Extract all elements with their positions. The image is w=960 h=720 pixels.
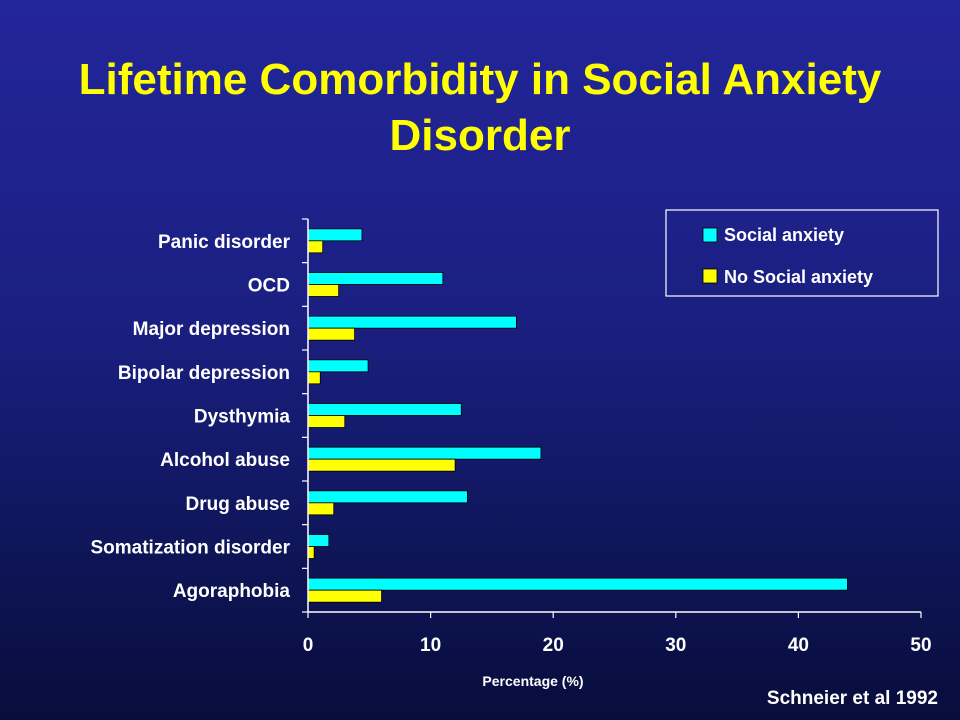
bar-social-anxiety-agoraphobia [307,577,848,591]
category-label-ocd: OCD [248,276,290,297]
category-label-alcohol-abuse: Alcohol abuse [160,450,290,471]
category-label-drug-abuse: Drug abuse [185,494,290,515]
bar-no-social-anxiety-dysthymia [307,415,346,428]
bar-no-social-anxiety-somatization-disorder [307,546,315,559]
x-tick-label: 30 [665,635,686,656]
legend-label-no-social-anxiety: No Social anxiety [724,267,873,287]
bar-social-anxiety-bipolar-depression [307,359,369,373]
bar-no-social-anxiety-agoraphobia [307,589,382,603]
legend-swatch-social-anxiety [702,227,718,243]
x-tick-label: 0 [303,635,314,656]
x-tick-label: 10 [420,635,441,656]
x-axis: 0 10 20 30 40 50 [302,218,932,656]
category-label-panic-disorder: Panic disorder [158,232,291,253]
bar-social-anxiety-dysthymia [307,403,462,416]
bar-no-social-anxiety-drug-abuse [307,502,335,516]
legend: Social anxiety No Social anxiety [665,209,939,297]
category-label-major-depression: Major depression [133,319,290,340]
bar-social-anxiety-alcohol-abuse [307,446,542,460]
bar-no-social-anxiety-panic-disorder [307,240,324,254]
legend-swatch-no-social-anxiety [702,268,718,284]
bar-no-social-anxiety-alcohol-abuse [307,458,456,472]
chart-title-line-2: Disorder [389,111,571,160]
category-label-bipolar-depression: Bipolar depression [118,363,290,384]
bar-social-anxiety-somatization-disorder [307,534,330,547]
category-label-dysthymia: Dysthymia [194,407,291,428]
x-axis-title: Percentage (%) [482,673,583,689]
x-tick-label: 20 [543,635,564,656]
category-label-somatization-disorder: Somatization disorder [90,538,290,559]
legend-label-social-anxiety: Social anxiety [724,225,844,245]
bar-social-anxiety-major-depression [307,315,517,329]
legend-box [665,209,939,297]
category-labels: Panic disorder OCD Major depression Bipolar… [90,232,290,602]
bar-no-social-anxiety-major-depression [307,327,355,341]
bar-no-social-anxiety-bipolar-depression [307,371,321,385]
chart-title: Lifetime Comorbidity in Social Anxiety D… [0,52,960,164]
x-tick-label: 50 [910,635,931,656]
bar-social-anxiety-panic-disorder [307,228,363,242]
bar-social-anxiety-drug-abuse [307,490,468,504]
category-label-agoraphobia: Agoraphobia [173,581,291,602]
source-citation: Schneier et al 1992 [766,688,938,709]
chart-title-line-1: Lifetime Comorbidity in Social Anxiety [78,55,882,104]
bar-social-anxiety-ocd [307,272,444,285]
x-tick-label: 40 [788,635,809,656]
bar-no-social-anxiety-ocd [307,284,340,297]
